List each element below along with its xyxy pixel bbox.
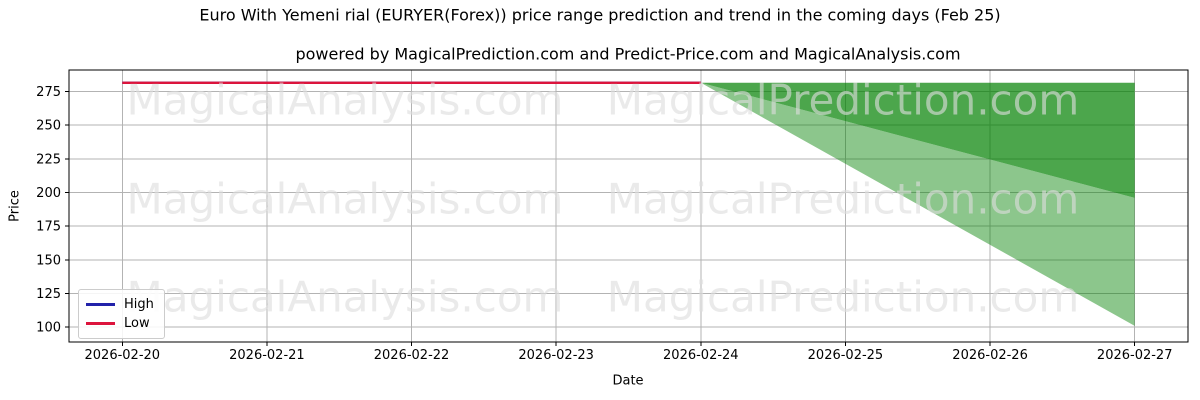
x-tick-label: 2026-02-25 — [808, 348, 884, 363]
y-tick-label: 250 — [36, 119, 61, 134]
high-line-swatch — [86, 303, 115, 306]
x-tick-label: 2026-02-22 — [374, 348, 450, 363]
x-tick-label: 2026-02-26 — [952, 348, 1028, 363]
legend-entry-high: High — [86, 295, 154, 314]
x-tick-label: 2026-02-21 — [229, 348, 305, 363]
x-tick-label: 2026-02-20 — [85, 348, 161, 363]
y-tick-label: 125 — [36, 287, 61, 302]
plot-border — [68, 69, 1189, 343]
page-title: Euro With Yemeni rial (EURYER(Forex)) pr… — [199, 5, 1001, 25]
x-tick-label: 2026-02-27 — [1097, 348, 1173, 363]
legend-label-low: Low — [124, 316, 150, 331]
y-tick-label: 100 — [36, 321, 61, 336]
y-tick-label: 150 — [36, 253, 61, 268]
x-axis-label: Date — [612, 373, 644, 389]
prediction-band-outer-range — [700, 82, 1135, 326]
y-tick-label: 200 — [36, 186, 61, 201]
y-tick-label: 175 — [36, 220, 61, 235]
legend-label-high: High — [124, 297, 154, 312]
chart-subtitle: powered by MagicalPrediction.com and Pre… — [295, 44, 961, 64]
prediction-band-inner-range — [700, 82, 1135, 198]
legend-entry-low: Low — [86, 314, 154, 333]
x-tick-label: 2026-02-24 — [663, 348, 739, 363]
y-tick-label: 225 — [36, 152, 61, 167]
low-line-swatch — [86, 322, 115, 325]
x-tick-label: 2026-02-23 — [518, 348, 594, 363]
y-tick-label: 275 — [36, 85, 61, 100]
legend: High Low — [78, 289, 165, 339]
